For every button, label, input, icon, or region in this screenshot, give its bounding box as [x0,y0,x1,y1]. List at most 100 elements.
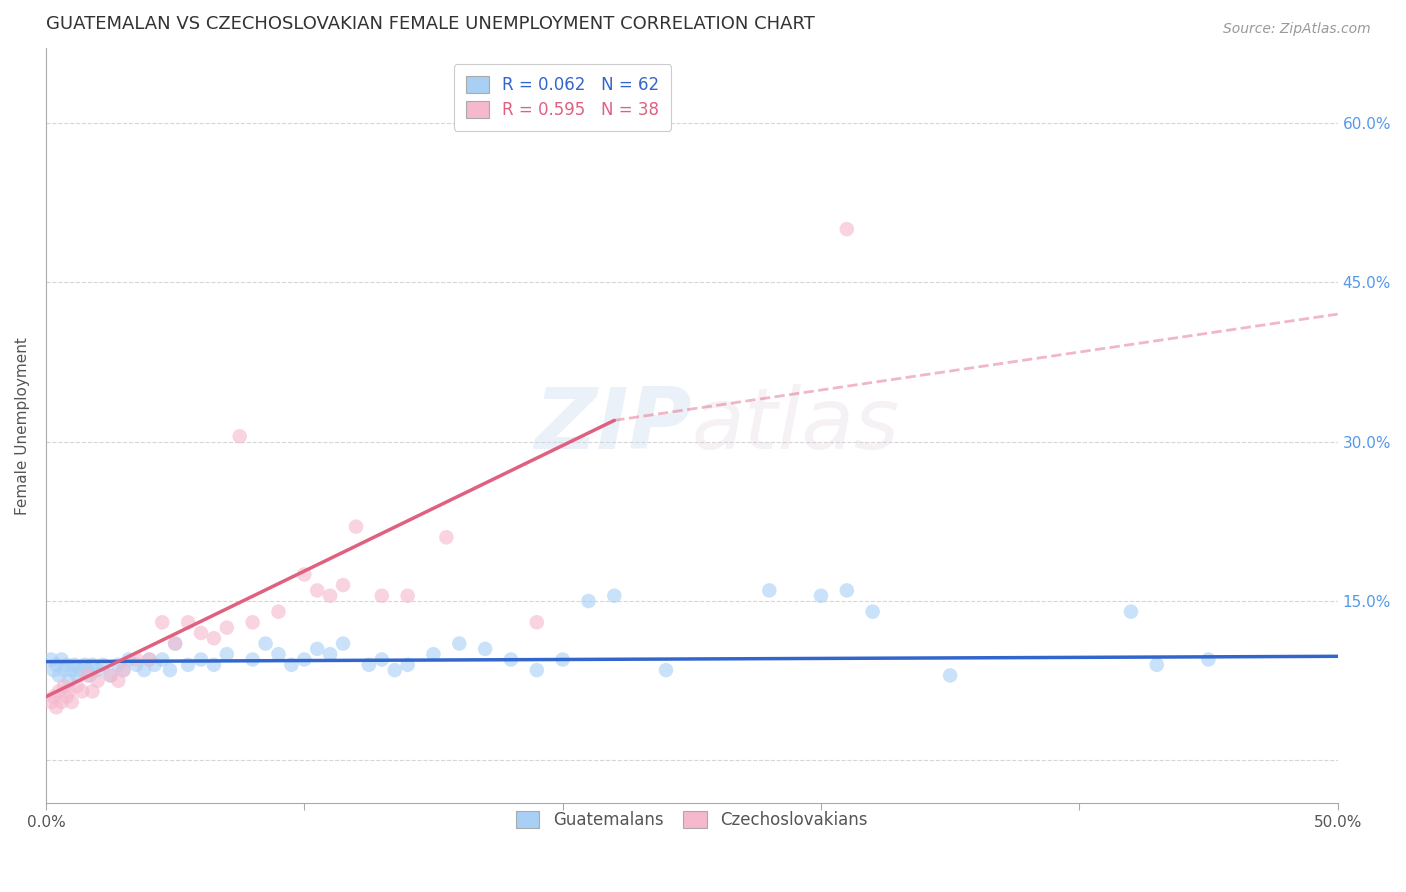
Point [39,695,62,709]
Text: ZIP: ZIP [534,384,692,467]
Point [42,663,65,677]
Point [86,663,108,677]
Point [371,652,394,666]
Point [332,636,354,650]
Point [267,605,290,619]
Point [76,663,98,677]
Point [474,641,496,656]
Point [42,690,65,704]
Point [371,589,394,603]
Point [292,652,315,666]
Point [307,583,329,598]
Point [125,652,148,666]
Point [1119,605,1142,619]
Point [526,663,548,677]
Point [332,578,354,592]
Point [39,652,62,666]
Point [48,684,70,698]
Point [66,668,89,682]
Point [202,632,225,646]
Point [202,657,225,672]
Point [190,626,212,640]
Point [91,657,114,672]
Point [159,663,181,677]
Point [215,621,238,635]
Y-axis label: Female Unemployment: Female Unemployment [15,337,30,515]
Point [578,594,600,608]
Point [319,589,342,603]
Point [215,647,238,661]
Point [60,663,83,677]
Point [280,657,302,672]
Point [53,679,76,693]
Point [603,589,626,603]
Point [190,652,212,666]
Point [810,589,832,603]
Point [434,530,457,544]
Point [396,589,419,603]
Point [655,663,678,677]
Text: Source: ZipAtlas.com: Source: ZipAtlas.com [1223,22,1371,37]
Point [307,641,329,656]
Point [63,657,86,672]
Point [422,647,444,661]
Point [100,668,122,682]
Point [107,673,129,688]
Point [150,652,173,666]
Point [526,615,548,630]
Point [58,673,80,688]
Point [55,657,77,672]
Point [228,429,250,443]
Point [69,663,91,677]
Point [76,668,98,682]
Point [82,657,104,672]
Point [70,684,93,698]
Point [862,605,884,619]
Point [242,615,264,630]
Point [53,663,76,677]
Point [112,663,135,677]
Point [177,615,200,630]
Point [396,657,419,672]
Point [60,695,83,709]
Point [267,647,290,661]
Point [82,684,104,698]
Point [835,222,858,236]
Point [835,583,858,598]
Text: GUATEMALAN VS CZECHOSLOVAKIAN FEMALE UNEMPLOYMENT CORRELATION CHART: GUATEMALAN VS CZECHOSLOVAKIAN FEMALE UNE… [46,15,815,33]
Point [344,519,367,533]
Point [66,679,89,693]
Point [48,668,70,682]
Point [1146,657,1168,672]
Point [242,652,264,666]
Point [1198,652,1220,666]
Legend: Guatemalans, Czechoslovakians: Guatemalans, Czechoslovakians [509,805,875,836]
Point [107,657,129,672]
Point [499,652,522,666]
Point [100,668,122,682]
Point [357,657,380,672]
Point [79,668,101,682]
Point [165,636,187,650]
Point [165,636,187,650]
Point [112,663,135,677]
Point [319,647,342,661]
Point [143,657,166,672]
Point [138,652,160,666]
Point [45,657,67,672]
Point [45,700,67,714]
Point [254,636,277,650]
Point [55,690,77,704]
Point [51,652,73,666]
Point [73,657,96,672]
Point [939,668,962,682]
Point [117,652,139,666]
Point [134,663,156,677]
Point [150,615,173,630]
Point [551,652,574,666]
Point [86,673,108,688]
Point [384,663,406,677]
Point [177,657,200,672]
Point [125,657,148,672]
Point [449,636,471,650]
